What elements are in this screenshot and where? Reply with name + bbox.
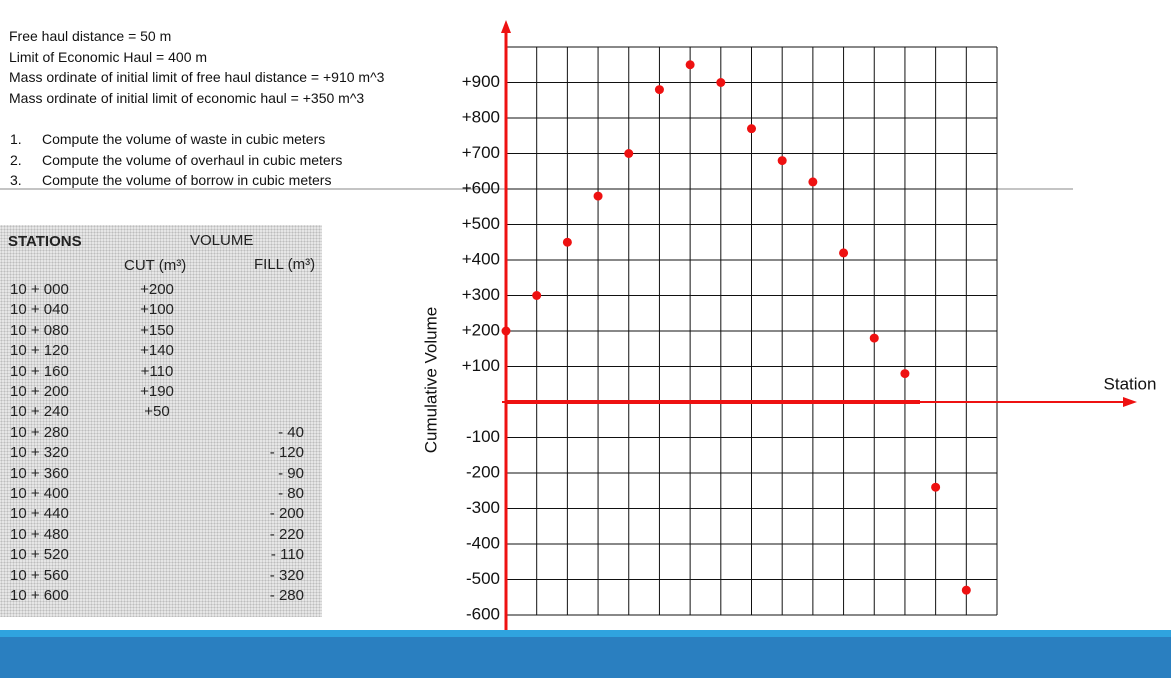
point bbox=[562, 237, 572, 247]
station: 10 + 040 bbox=[10, 301, 69, 319]
point bbox=[777, 156, 787, 166]
point bbox=[808, 177, 818, 187]
footer-bar bbox=[0, 630, 1171, 678]
point bbox=[931, 482, 941, 492]
cut-value: +50 bbox=[144, 403, 170, 421]
station: 10 + 440 bbox=[10, 505, 69, 523]
point bbox=[654, 85, 664, 95]
y-axis-label: Cumulative Volume bbox=[421, 307, 440, 453]
y-tick-label: -400 bbox=[466, 533, 500, 552]
station: 10 + 200 bbox=[10, 383, 69, 400]
y-tick-label: -600 bbox=[466, 604, 500, 623]
station: 10 + 480 bbox=[10, 525, 69, 543]
fill-value: - 120 bbox=[269, 444, 304, 462]
station: 10 + 280 bbox=[10, 423, 69, 441]
chart: -600 -500 -400 -300 -200 -100 +100 +200 +300 +400… bbox=[0, 20, 1157, 630]
y-tick-label: -100 bbox=[466, 427, 500, 446]
station: 10 + 000 bbox=[10, 281, 69, 298]
station: 10 + 320 bbox=[10, 444, 69, 462]
y-tick-label: +400 bbox=[462, 249, 500, 268]
point bbox=[532, 291, 542, 300]
cut-value: +150 bbox=[140, 321, 174, 339]
y-tick-label: +800 bbox=[462, 107, 500, 126]
cut-value: +190 bbox=[140, 383, 174, 400]
x-axis-arrow bbox=[1123, 397, 1137, 407]
table-header: STATIONS bbox=[8, 233, 82, 250]
fill-value: - 280 bbox=[269, 587, 304, 604]
question-text: Compute the volume of waste in cubic met… bbox=[42, 131, 326, 147]
fill-value: - 110 bbox=[270, 546, 304, 564]
station: 10 + 520 bbox=[10, 546, 69, 564]
y-tick-label: -500 bbox=[466, 569, 500, 588]
fill-value: - 40 bbox=[278, 423, 304, 441]
y-tick-label: +600 bbox=[462, 178, 500, 197]
fill-value: - 80 bbox=[278, 485, 304, 502]
point bbox=[501, 326, 511, 336]
cut-value: +110 bbox=[140, 362, 174, 380]
question-text: Compute the volume of borrow in cubic me… bbox=[42, 172, 332, 188]
cut-value: +200 bbox=[140, 281, 174, 298]
station: 10 + 160 bbox=[10, 362, 69, 380]
question-text: Compute the volume of overhaul in cubic … bbox=[42, 151, 343, 168]
info-line: Mass ordinate of initial limit of econom… bbox=[9, 89, 365, 106]
table-header: FILL (m³) bbox=[254, 256, 316, 273]
table bbox=[0, 225, 322, 617]
fill-value: - 90 bbox=[278, 464, 304, 482]
question-number: 3. bbox=[10, 172, 22, 188]
question-number: 1. bbox=[10, 131, 22, 147]
point bbox=[747, 124, 756, 134]
x-axis-label: Station bbox=[1104, 374, 1157, 393]
fill-value: - 200 bbox=[269, 505, 304, 523]
point bbox=[593, 191, 603, 201]
point bbox=[839, 248, 849, 258]
point bbox=[961, 585, 971, 595]
info-line: Mass ordinate of initial limit of free h… bbox=[9, 69, 385, 85]
cut-value: +140 bbox=[140, 342, 174, 360]
point bbox=[685, 60, 695, 70]
y-tick-label: -300 bbox=[466, 498, 500, 517]
y-axis-arrow bbox=[501, 20, 511, 33]
y-tick-label: +300 bbox=[462, 285, 500, 304]
y-tick-label: +700 bbox=[462, 143, 500, 162]
fill-value: - 220 bbox=[269, 525, 304, 543]
station: 10 + 360 bbox=[10, 464, 69, 482]
y-tick-label: +100 bbox=[462, 356, 500, 375]
y-tick-label: -200 bbox=[466, 462, 500, 481]
fill-value: - 320 bbox=[269, 566, 304, 584]
question-number: 2. bbox=[10, 151, 22, 168]
y-tick-label: +900 bbox=[462, 72, 500, 91]
station: 10 + 560 bbox=[10, 566, 69, 584]
point bbox=[716, 78, 726, 87]
point bbox=[624, 149, 634, 158]
point bbox=[900, 369, 910, 379]
info-line: Limit of Economic Haul = 400 m bbox=[9, 48, 208, 65]
station: 10 + 400 bbox=[10, 485, 69, 502]
y-tick-label: +500 bbox=[462, 214, 500, 233]
info-line: Free haul distance = 50 m bbox=[9, 28, 172, 44]
station: 10 + 600 bbox=[10, 587, 69, 604]
station: 10 + 080 bbox=[10, 321, 69, 339]
cut-value: +100 bbox=[140, 301, 174, 319]
point bbox=[869, 333, 879, 343]
table-header: VOLUME bbox=[190, 232, 254, 249]
station: 10 + 240 bbox=[10, 403, 69, 421]
y-tick-label: +200 bbox=[462, 320, 500, 339]
station: 10 + 120 bbox=[10, 342, 69, 360]
table-header: CUT (m³) bbox=[124, 257, 187, 274]
